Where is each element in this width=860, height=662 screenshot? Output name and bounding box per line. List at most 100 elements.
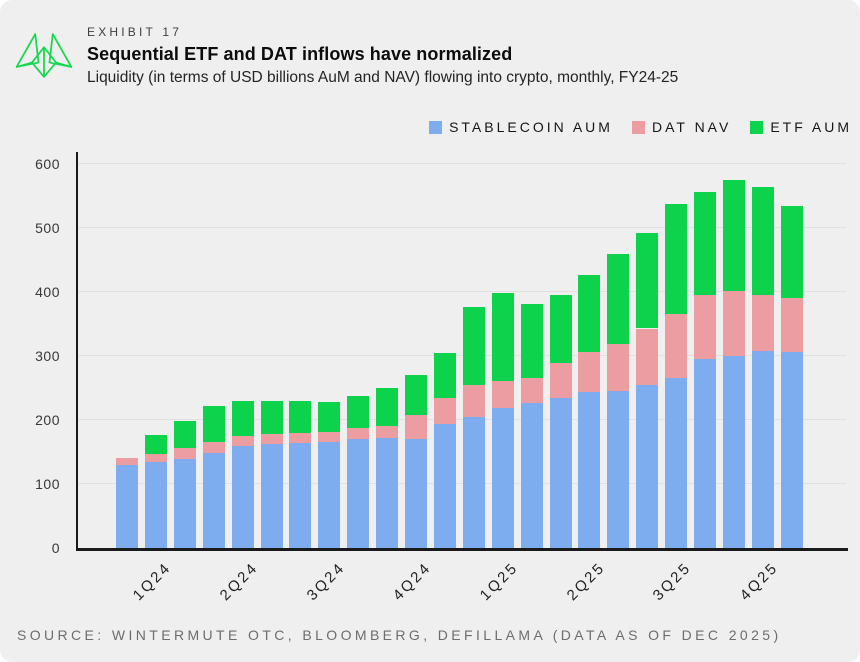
bar-segment (173, 459, 196, 548)
bar-segment (433, 423, 456, 548)
bar-segment (549, 295, 572, 364)
bar-segment (751, 294, 774, 351)
bar-segment (405, 438, 427, 548)
bar-segment (751, 350, 774, 548)
bar-segment (231, 436, 254, 446)
legend-swatch (750, 120, 764, 134)
bar-segment (289, 432, 312, 444)
bar-segment (520, 403, 543, 548)
bar-segment (491, 380, 514, 408)
bar-segment (578, 392, 601, 548)
stacked-bar-month-4 (202, 405, 225, 548)
bar-segment (318, 441, 341, 548)
bar-segment (665, 377, 688, 548)
stacked-bar-month-2 (144, 434, 167, 548)
bar-segment (202, 405, 225, 443)
wintermute-logo-icon (15, 33, 73, 78)
bar-segment (347, 396, 370, 428)
bar-segment (144, 453, 167, 462)
legend-item-1: DAT NAV (631, 119, 731, 135)
stacked-bar-month-11 (405, 375, 427, 548)
bar-segment (694, 191, 716, 296)
stacked-bar-month-3 (173, 420, 196, 548)
bar-segment (520, 377, 543, 404)
bar-segment (549, 397, 572, 548)
bar-segment (260, 444, 283, 548)
stacked-bar-month-14 (491, 292, 514, 548)
bar-segment (607, 254, 630, 345)
bar-segment (491, 292, 514, 381)
gridline-600 (78, 163, 846, 164)
bar-segment (636, 233, 659, 329)
y-tick-label-100: 100 (35, 476, 60, 492)
logo-strokes (15, 33, 73, 78)
bar-segment (607, 390, 630, 548)
stacked-bar-month-5 (231, 401, 254, 548)
x-tick-label-1Q24: 1Q24 (129, 559, 175, 605)
bar-segment (144, 434, 167, 454)
y-tick-label-500: 500 (35, 220, 60, 236)
y-tick-label-600: 600 (35, 156, 60, 172)
x-tick-label-3Q25: 3Q25 (650, 559, 696, 605)
gridline-400 (78, 291, 846, 292)
gridline-500 (78, 227, 846, 228)
bar-segment (347, 438, 370, 548)
bar-segment (260, 400, 283, 435)
bar-segment (231, 401, 254, 436)
gridline-200 (78, 419, 846, 420)
legend-swatch (429, 120, 443, 134)
y-tick-label-200: 200 (35, 412, 60, 428)
bar-segment (780, 352, 803, 548)
stacked-bar-month-13 (462, 307, 485, 548)
stacked-bar-month-22 (722, 180, 745, 548)
bar-segment (462, 417, 485, 548)
bar-segment (462, 307, 485, 386)
legend-swatch (631, 120, 645, 134)
bar-segment (636, 328, 659, 386)
stacked-bar-month-17 (578, 274, 601, 548)
bar-segment (433, 398, 456, 424)
chart-legend: STABLECOIN AUM DAT NAV ETF AUM (429, 119, 852, 135)
x-tick-label-1Q25: 1Q25 (476, 559, 522, 605)
bar-segment (665, 313, 688, 378)
chart-header: EXHIBIT 17 Sequential ETF and DAT inflow… (87, 25, 678, 87)
legend-item-2: ETF AUM (750, 119, 852, 135)
bar-segment (694, 295, 716, 359)
bar-segment (665, 204, 688, 314)
x-tick-label-4Q25: 4Q25 (736, 559, 782, 605)
stacked-bar-month-21 (694, 191, 716, 548)
stacked-bar-month-1 (116, 458, 138, 548)
stacked-bar-month-6 (260, 400, 283, 548)
bar-segment (636, 385, 659, 548)
stacked-bar-month-16 (549, 295, 572, 548)
bar-segment (318, 402, 341, 433)
bar-segment (722, 290, 745, 356)
bar-segment (289, 443, 312, 548)
bar-segment (694, 358, 716, 548)
stacked-bar-month-12 (433, 352, 456, 548)
bar-segment (491, 407, 514, 548)
legend-item-0: STABLECOIN AUM (429, 119, 613, 135)
chart-title: Sequential ETF and DAT inflows have norm… (87, 44, 513, 64)
stacked-bar-month-10 (376, 388, 399, 548)
bar-segment (231, 445, 254, 548)
bar-segment (780, 298, 803, 353)
bar-segment (116, 458, 138, 465)
bar-segment (520, 303, 543, 378)
bar-segment (405, 375, 427, 415)
gridline-100 (78, 483, 846, 484)
stacked-bar-month-19 (636, 233, 659, 548)
bar-segment (462, 385, 485, 418)
bar-segment (780, 206, 803, 299)
bar-segment (289, 401, 312, 433)
x-tick-label-4Q24: 4Q24 (389, 559, 436, 605)
chart-subtitle: Liquidity (in terms of USD billions AuM … (87, 69, 679, 86)
y-tick-label-400: 400 (35, 284, 60, 300)
bar-segment (578, 274, 601, 353)
legend-label: STABLECOIN AUM (449, 119, 613, 135)
x-tick-label-3Q24: 3Q24 (303, 559, 349, 605)
stacked-bar-month-24 (780, 206, 803, 548)
bar-segment (202, 442, 225, 453)
bar-segment (751, 187, 774, 295)
bar-segment (376, 388, 399, 426)
